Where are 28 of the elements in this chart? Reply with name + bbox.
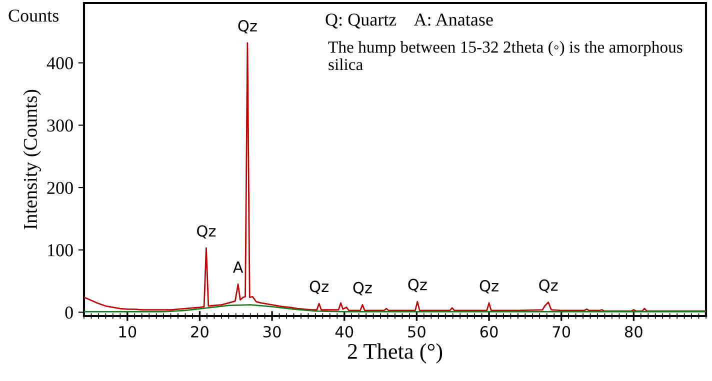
- annotation: Qz: [197, 225, 216, 238]
- line-series: [84, 42, 706, 312]
- x-tick-label: 30: [263, 326, 281, 338]
- annotation: Qz: [408, 278, 427, 292]
- annotation: Qz: [310, 280, 328, 294]
- x-tick-label: 10: [119, 326, 136, 338]
- x-tick-label: 80: [624, 326, 642, 338]
- annotation: Qz: [353, 282, 372, 296]
- x-axis-title: 2 Theta (°): [348, 343, 442, 364]
- y-tick-label: 100: [48, 244, 73, 256]
- y-tick-label: 0: [65, 306, 73, 319]
- x-tick-label: 50: [408, 326, 426, 338]
- annotation: Q: Quartz A: Anatase: [326, 14, 493, 28]
- y-axis-title: Intensity (Counts): [23, 90, 41, 230]
- x-tick-label: 60: [480, 326, 498, 338]
- annotation: The hump between 15-32 2theta (◦) is the amorphous silica: [328, 41, 682, 70]
- y-tick-label: 200: [47, 182, 73, 194]
- x-tick-label: 20: [191, 326, 208, 338]
- annotation: Qz: [539, 279, 558, 293]
- annotation: A: [232, 262, 244, 273]
- x-tick-label: 70: [552, 326, 570, 338]
- annotation: Qz: [480, 280, 498, 294]
- y-tick-label: 400: [46, 57, 73, 70]
- line-series: [84, 304, 706, 312]
- y-tick-label: 300: [47, 119, 73, 132]
- annotation: Qz: [238, 20, 257, 34]
- text: Counts: [8, 10, 59, 22]
- x-tick-label: 40: [335, 326, 354, 338]
